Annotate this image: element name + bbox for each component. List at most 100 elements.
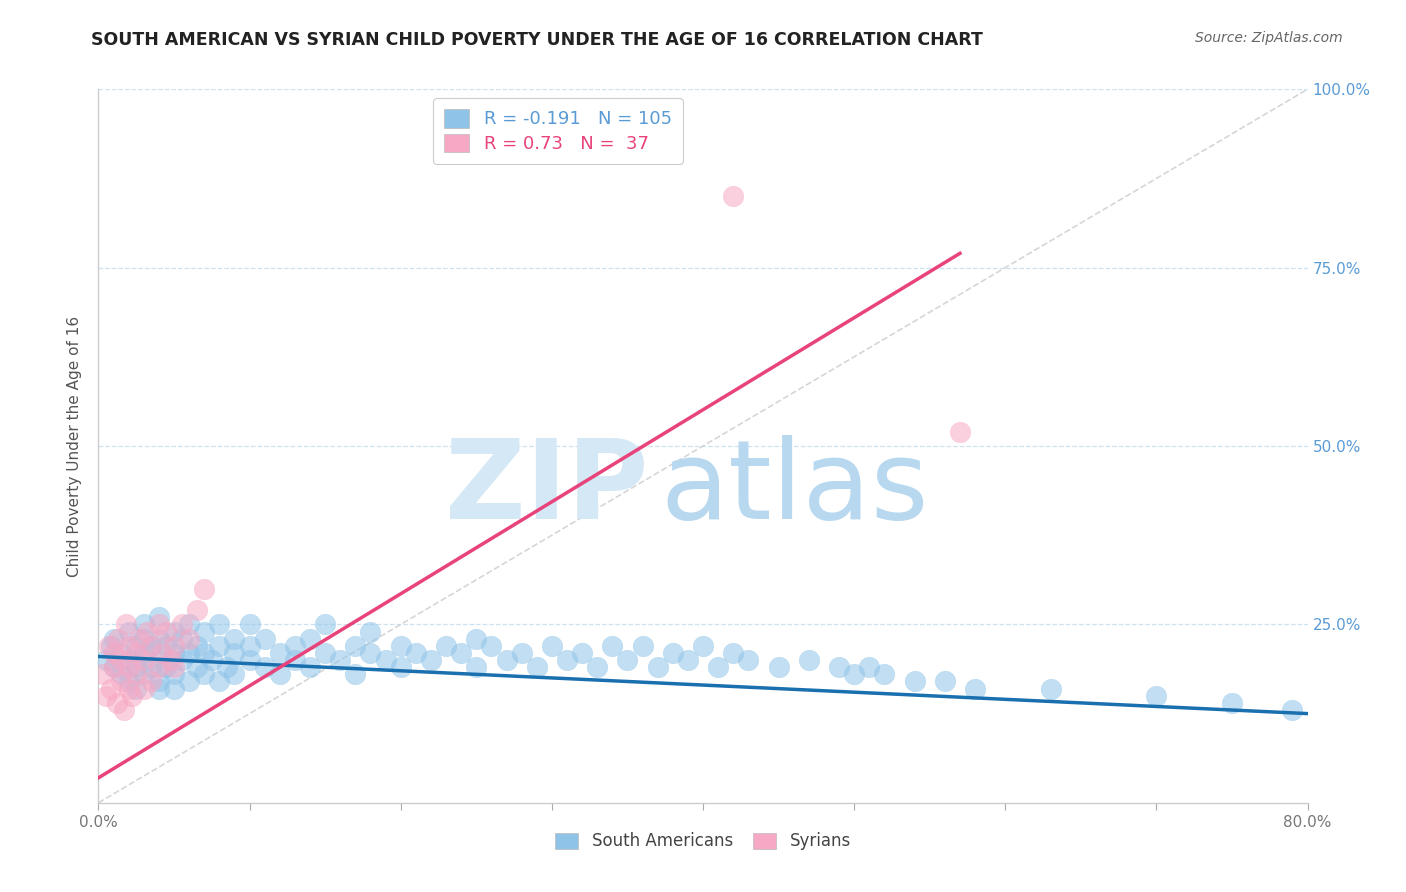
Point: [155, 660, 177, 674]
Point: [125, 660, 148, 674]
Point: [148, 653, 170, 667]
Point: [103, 660, 125, 674]
Point: [100, 681, 122, 696]
Point: [103, 646, 125, 660]
Point: [707, 660, 730, 674]
Text: ZIP: ZIP: [446, 435, 648, 542]
Legend: South Americans, Syrians: South Americans, Syrians: [547, 824, 859, 859]
Point: [186, 639, 208, 653]
Point: [481, 639, 503, 653]
Point: [208, 674, 231, 689]
Point: [602, 639, 624, 653]
Point: [110, 667, 132, 681]
Point: [253, 632, 276, 646]
Point: [179, 674, 201, 689]
Point: [389, 639, 412, 653]
Point: [495, 653, 517, 667]
Point: [100, 639, 122, 653]
Point: [540, 639, 562, 653]
Point: [148, 660, 170, 674]
Point: [163, 624, 186, 639]
Point: [121, 689, 143, 703]
Point: [934, 674, 956, 689]
Point: [118, 653, 141, 667]
Point: [125, 639, 148, 653]
Point: [193, 646, 215, 660]
Point: [132, 681, 155, 696]
Point: [253, 660, 276, 674]
Point: [148, 617, 170, 632]
Point: [1281, 703, 1303, 717]
Point: [676, 653, 699, 667]
Point: [768, 660, 790, 674]
Point: [179, 646, 201, 660]
Point: [103, 632, 125, 646]
Y-axis label: Child Poverty Under the Age of 16: Child Poverty Under the Age of 16: [67, 316, 83, 576]
Point: [858, 660, 880, 674]
Point: [118, 681, 141, 696]
Point: [170, 617, 193, 632]
Point: [105, 696, 128, 710]
Point: [141, 639, 163, 653]
Point: [132, 667, 155, 681]
Point: [434, 639, 457, 653]
Point: [94, 653, 117, 667]
Point: [118, 660, 141, 674]
Point: [170, 632, 193, 646]
Point: [110, 646, 132, 660]
Point: [179, 632, 201, 646]
Point: [128, 632, 150, 646]
Point: [450, 646, 472, 660]
Point: [661, 646, 683, 660]
Point: [374, 653, 396, 667]
Point: [239, 639, 262, 653]
Point: [299, 660, 322, 674]
Point: [284, 639, 307, 653]
Point: [360, 646, 382, 660]
Point: [186, 660, 208, 674]
Point: [125, 646, 148, 660]
Point: [1220, 696, 1243, 710]
Point: [118, 624, 141, 639]
Point: [193, 624, 215, 639]
Point: [132, 632, 155, 646]
Point: [797, 653, 820, 667]
Point: [201, 653, 224, 667]
Point: [692, 639, 714, 653]
Point: [949, 425, 972, 439]
Point: [571, 646, 593, 660]
Point: [141, 639, 163, 653]
Text: SOUTH AMERICAN VS SYRIAN CHILD POVERTY UNDER THE AGE OF 16 CORRELATION CHART: SOUTH AMERICAN VS SYRIAN CHILD POVERTY U…: [91, 31, 983, 49]
Point: [118, 639, 141, 653]
Point: [132, 646, 155, 660]
Point: [150, 646, 173, 660]
Point: [239, 617, 262, 632]
Point: [723, 189, 745, 203]
Point: [118, 674, 141, 689]
Point: [186, 603, 208, 617]
Point: [224, 667, 246, 681]
Point: [163, 639, 186, 653]
Point: [163, 646, 186, 660]
Point: [160, 653, 183, 667]
Point: [132, 617, 155, 632]
Point: [616, 653, 638, 667]
Text: atlas: atlas: [661, 435, 929, 542]
Point: [1039, 681, 1062, 696]
Point: [163, 660, 186, 674]
Point: [465, 660, 488, 674]
Point: [148, 681, 170, 696]
Point: [103, 660, 125, 674]
Point: [737, 653, 759, 667]
Point: [631, 639, 654, 653]
Point: [91, 667, 114, 681]
Text: Source: ZipAtlas.com: Source: ZipAtlas.com: [1195, 31, 1343, 45]
Point: [844, 667, 866, 681]
Point: [215, 660, 238, 674]
Point: [647, 660, 669, 674]
Point: [224, 632, 246, 646]
Point: [135, 624, 157, 639]
Point: [193, 582, 215, 596]
Point: [344, 667, 367, 681]
Point: [125, 667, 148, 681]
